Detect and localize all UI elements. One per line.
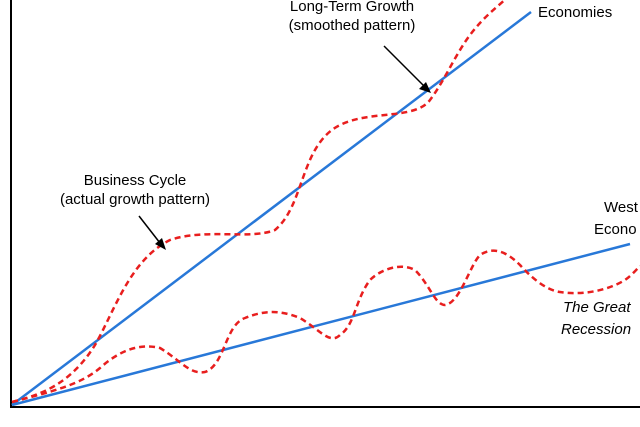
the-great-label: The Great (563, 299, 631, 316)
long-term-arrow-shaft (383, 45, 426, 88)
smoothed-pattern-text: (smoothed pattern) (288, 17, 416, 34)
economies-label-top: Economies (538, 4, 613, 21)
lower-trend-line (11, 242, 631, 407)
upper-business-cycle-curve (11, 0, 507, 404)
lower-business-cycle-curve (11, 249, 640, 404)
long-term-arrow-head (419, 82, 431, 93)
econo-label: Econo (594, 221, 637, 238)
recession-label: Recession (561, 321, 632, 338)
business-cycle-label: Business Cycle (actual growth pattern) (30, 171, 240, 209)
long-term-growth-label: Long-Term Growth (smoothed pattern) (262, 0, 442, 35)
business-cycle-arrow-shaft (138, 215, 161, 244)
actual-growth-text: (actual growth pattern) (59, 191, 211, 208)
long-term-growth-title: Long-Term Growth (289, 0, 415, 15)
west-label: West (604, 199, 638, 216)
business-cycle-arrow-head (155, 238, 166, 250)
business-cycle-title: Business Cycle (83, 172, 187, 189)
